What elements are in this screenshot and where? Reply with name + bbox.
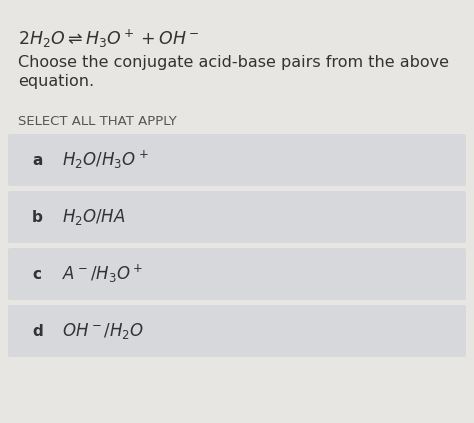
Text: Choose the conjugate acid-base pairs from the above: Choose the conjugate acid-base pairs fro… <box>18 55 449 70</box>
Text: equation.: equation. <box>18 74 94 89</box>
FancyBboxPatch shape <box>8 191 466 243</box>
Text: b: b <box>32 209 43 225</box>
Text: c: c <box>32 266 41 281</box>
Text: SELECT ALL THAT APPLY: SELECT ALL THAT APPLY <box>18 115 177 128</box>
Text: $OH^-/H_2O$: $OH^-/H_2O$ <box>62 321 144 341</box>
Text: $H_2O/HA$: $H_2O/HA$ <box>62 207 126 227</box>
Text: a: a <box>32 153 42 168</box>
Text: $A^-/H_3O^+$: $A^-/H_3O^+$ <box>62 263 143 285</box>
Text: $2H_2O \rightleftharpoons H_3O^+ + OH^-$: $2H_2O \rightleftharpoons H_3O^+ + OH^-$ <box>18 28 200 50</box>
Text: d: d <box>32 324 43 338</box>
FancyBboxPatch shape <box>8 134 466 186</box>
FancyBboxPatch shape <box>8 248 466 300</box>
Text: $H_2O/H_3O^+$: $H_2O/H_3O^+$ <box>62 149 148 171</box>
FancyBboxPatch shape <box>8 305 466 357</box>
